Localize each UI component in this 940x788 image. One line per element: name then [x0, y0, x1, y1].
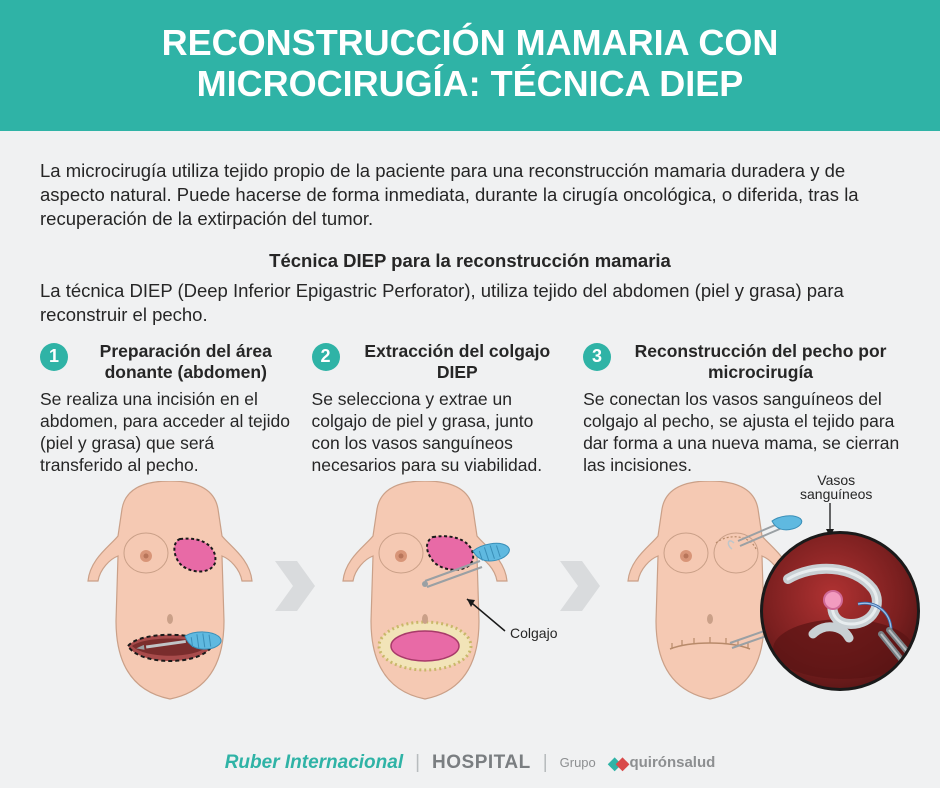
- separator-2: |: [543, 752, 548, 774]
- step-2: 2 Extracción del colgajo DIEP Se selecci…: [312, 341, 566, 477]
- brand-ruber: Ruber Internacional: [225, 752, 403, 774]
- steps-row: 1 Preparación del área donante (abdomen)…: [40, 341, 900, 477]
- header-line-2: MICROCIRUGÍA: TÉCNICA DIEP: [20, 63, 920, 104]
- step-number-3: 3: [583, 343, 611, 371]
- illustration-row: Colgajo: [40, 481, 900, 711]
- page-header: RECONSTRUCCIÓN MAMARIA CON MICROCIRUGÍA:…: [0, 0, 940, 131]
- quiron-logo: ◆◆quirónsalud: [608, 751, 716, 774]
- microsurgery-detail-circle: [760, 531, 920, 691]
- subtitle: Técnica DIEP para la reconstrucción mama…: [40, 249, 900, 273]
- content-area: La microcirugía utiliza tejido propio de…: [0, 131, 940, 711]
- callout-vasos: Vasos sanguíneos: [800, 473, 872, 502]
- arrow-icon-2: [560, 561, 600, 611]
- description-text: La técnica DIEP (Deep Inferior Epigastri…: [40, 279, 900, 327]
- step-text-1: Se realiza una incisión en el abdomen, p…: [40, 389, 294, 477]
- step-1: 1 Preparación del área donante (abdomen)…: [40, 341, 294, 477]
- grupo-label: Grupo: [560, 755, 596, 770]
- torso-illustration-2: [325, 481, 545, 701]
- step-number-2: 2: [312, 343, 340, 371]
- step-3: 3 Reconstrucción del pecho por microciru…: [583, 341, 900, 477]
- step-text-2: Se selecciona y extrae un colgajo de pie…: [312, 389, 566, 477]
- arrow-icon-1: [275, 561, 315, 611]
- quiron-text: quirónsalud: [629, 754, 715, 771]
- step-title-2: Extracción del colgajo DIEP: [350, 341, 566, 383]
- footer: Ruber Internacional | HOSPITAL | Grupo ◆…: [0, 751, 940, 774]
- microsurgery-detail-svg: [763, 534, 920, 691]
- step-text-3: Se conectan los vasos sanguíneos del col…: [583, 389, 900, 477]
- separator-1: |: [415, 752, 420, 774]
- torso-illustration-1: [70, 481, 270, 701]
- step-title-3: Reconstrucción del pecho por microcirugí…: [621, 341, 900, 383]
- intro-text: La microcirugía utiliza tejido propio de…: [40, 159, 900, 231]
- step-title-1: Preparación del área donante (abdomen): [78, 341, 294, 383]
- callout-colgajo: Colgajo: [510, 626, 557, 641]
- header-line-1: RECONSTRUCCIÓN MAMARIA CON: [20, 22, 920, 63]
- brand-hospital: HOSPITAL: [432, 752, 531, 774]
- step-number-1: 1: [40, 343, 68, 371]
